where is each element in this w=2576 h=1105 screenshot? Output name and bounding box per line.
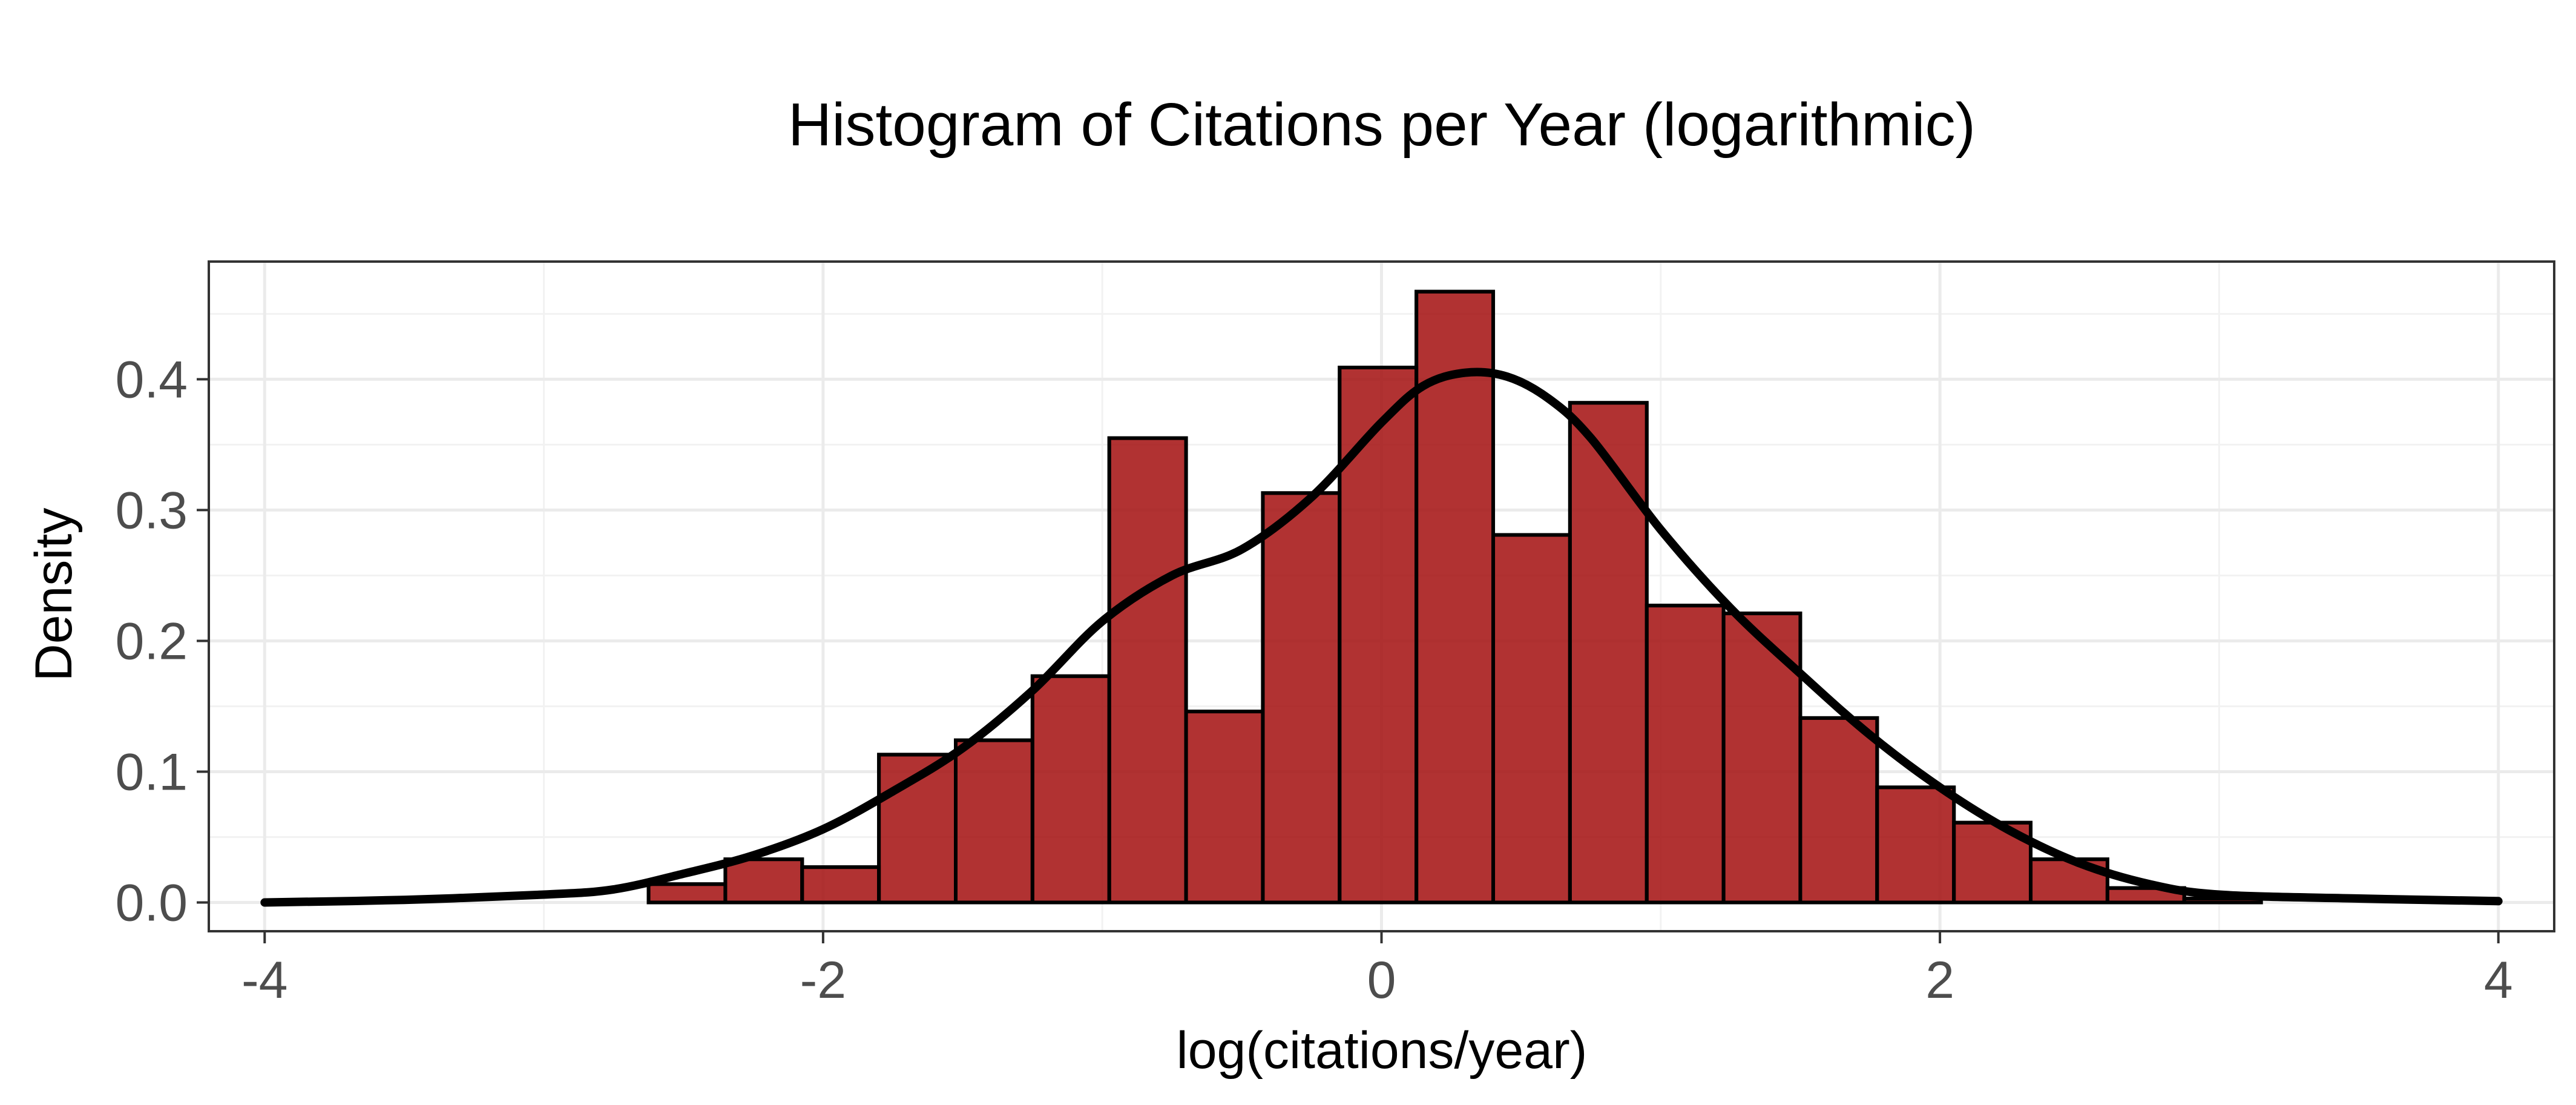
histogram-bar [1568,401,1649,905]
y-tick-label: 0.4 [115,351,188,409]
x-tick-label: -4 [242,951,288,1009]
histogram-bar [1721,612,1802,905]
histogram-bar [1414,289,1496,905]
y-axis-title: Density [25,508,83,682]
y-tick-label: 0.3 [115,481,188,539]
histogram-bar [1184,710,1265,905]
y-tick-label: 0.2 [115,612,188,670]
x-tick-label: 2 [1925,951,1954,1009]
y-tick-label: 0.0 [115,874,188,932]
chart-title: Histogram of Citations per Year (logarit… [788,91,1976,159]
y-axis-ticks: 0.0 0.1 0.2 0.3 0.4 [115,351,209,932]
x-tick-label: -2 [800,951,846,1009]
density-curve [260,368,2503,907]
histogram-bar [800,865,881,905]
histogram-bar [1030,674,1111,905]
x-axis-title: log(citations/year) [1177,1021,1588,1080]
histogram-bar [1338,365,1419,905]
histogram-bar [1875,785,1956,905]
histogram-bar [1107,436,1188,905]
x-tick-label: 0 [1367,951,1396,1009]
y-tick-label: 0.1 [115,743,188,801]
histogram-bar [723,857,804,905]
x-axis-ticks: -4 -2 0 2 4 [242,931,2513,1009]
histogram-bar [1798,716,1879,905]
histogram-bar [1261,491,1342,905]
histogram-bar [646,882,728,905]
histogram-bar [1491,533,1572,905]
x-tick-label: 4 [2484,951,2513,1009]
histogram-bar [954,738,1034,905]
histogram-bars-light [646,289,2263,905]
histogram-bar [1644,604,1726,905]
